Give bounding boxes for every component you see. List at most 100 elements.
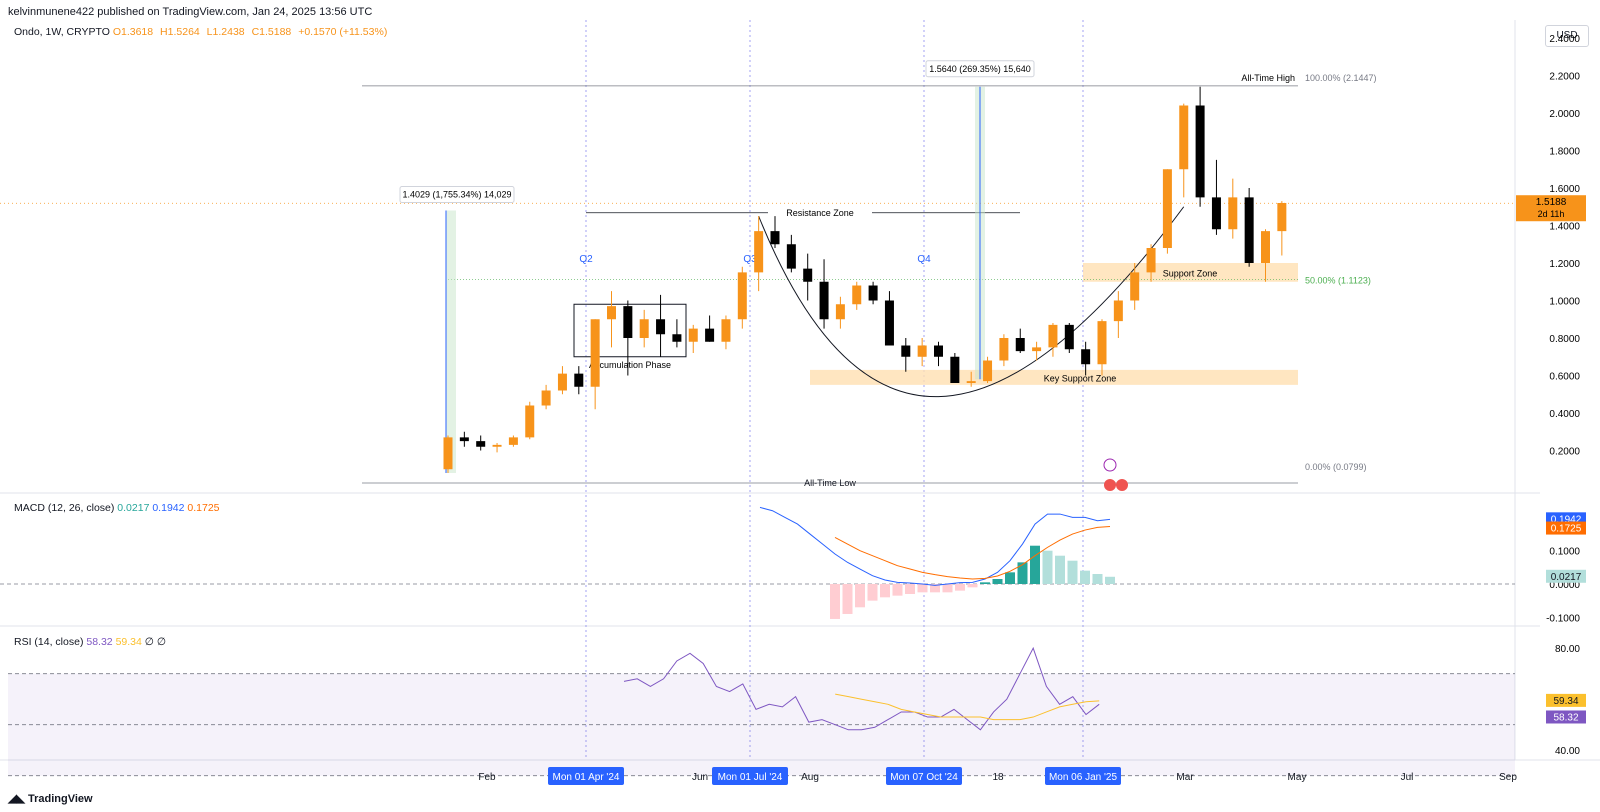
candle-body	[1048, 324, 1058, 348]
candle-body	[835, 304, 845, 320]
macd-label: MACD (12, 26, close)	[14, 502, 115, 514]
candle-body	[1113, 300, 1123, 322]
resistance-label: Resistance Zone	[786, 208, 854, 218]
time-axis-label: 18	[992, 772, 1004, 783]
candle-body	[574, 373, 584, 387]
candle-body	[1195, 105, 1205, 198]
accumulation-label: Accumulation Phase	[589, 360, 671, 370]
ath-label: All-Time High	[1241, 73, 1295, 83]
macd-value-tag	[1546, 512, 1586, 526]
close-value: C1.5188	[251, 26, 292, 38]
candle-body	[1130, 272, 1140, 301]
macd-tick: 0.0000	[1549, 580, 1580, 591]
rsi-ma-line	[835, 693, 1100, 721]
macd-hist-bar	[880, 584, 890, 598]
macd-legend: MACD (12, 26, close) 0.0217 0.1942 0.172…	[14, 502, 220, 514]
measure2-label: 1.5640 (269.35%) 15,640	[929, 64, 1031, 74]
macd-hist-bar	[842, 584, 853, 614]
candle-body	[508, 437, 518, 445]
candle-body	[1261, 231, 1270, 263]
fib-100-label: 100.00% (2.1447)	[1305, 73, 1377, 83]
key-support-zone-label: Key Support Zone	[1044, 373, 1117, 383]
macd-hist-bar	[1067, 560, 1078, 584]
candle-body	[1162, 169, 1172, 248]
candle-body	[1015, 338, 1025, 352]
candle-body	[786, 244, 796, 269]
rsi-pane	[8, 646, 1515, 777]
rsi-tick: 80.00	[1555, 644, 1580, 655]
macd-hist-bar	[967, 584, 978, 588]
last-price-tag	[1516, 195, 1586, 222]
fib-50-label: 50.00% (1.1123)	[1305, 275, 1371, 285]
candle-body	[459, 437, 469, 442]
macd-signal-line	[834, 526, 1111, 580]
macd-line-value: 0.1942	[152, 502, 185, 514]
candle-body	[476, 441, 486, 447]
candle-body	[917, 345, 927, 357]
candle-body	[1032, 347, 1042, 352]
support-zone-rect	[1083, 263, 1298, 282]
quarter-label-q2: Q2	[579, 254, 593, 265]
macd-hist-bar	[1017, 562, 1028, 584]
candle-body	[803, 268, 813, 282]
candle-body	[705, 328, 715, 342]
candle-body	[525, 405, 535, 438]
macd-hist-bar	[917, 584, 928, 593]
candle-body	[1228, 197, 1238, 230]
candle-body	[1081, 349, 1091, 365]
currency-button[interactable]: USD	[1545, 25, 1589, 47]
macd-hist-bar	[1055, 555, 1065, 584]
tv-logo-icon: ◢◣	[8, 793, 28, 805]
rsi-ma-tag-text: 59.34	[1553, 696, 1578, 707]
candle-body	[1179, 105, 1189, 170]
macd-hist-bar	[855, 584, 865, 608]
atl-label: All-Time Low	[804, 478, 856, 488]
rsi-empty-2: ∅	[156, 636, 167, 648]
measure1-label-bg	[399, 186, 515, 203]
countdown-text: 2d 11h	[1538, 209, 1565, 219]
macd-line	[759, 506, 1111, 586]
macd-value-tag-text: 0.1942	[1551, 514, 1582, 525]
price-tick: 1.6000	[1549, 184, 1580, 195]
candle-body	[623, 306, 633, 338]
macd-hist-bar	[1080, 570, 1090, 584]
time-axis-label: Mon 01 Apr '24	[553, 772, 620, 783]
candle-body	[443, 437, 453, 470]
time-axis-label: Feb	[478, 772, 496, 783]
price-pane: Support Zone Key Support Zone All-Time Hig…	[362, 60, 1377, 491]
rsi-ma-tag	[1546, 693, 1586, 707]
fib-0-label: 0.00% (0.0799)	[1305, 462, 1367, 472]
macd-hist-bar	[942, 584, 953, 593]
candle-body	[590, 319, 600, 387]
candle-body	[1277, 203, 1287, 232]
macd-hist-bar	[992, 579, 1003, 584]
candle-body	[1211, 197, 1221, 230]
macd-hist-bar	[1042, 550, 1053, 584]
candle-body	[492, 444, 502, 447]
macd-hist-bar	[1030, 545, 1040, 584]
time-axis-label: Mar	[1176, 772, 1194, 783]
rsi-legend: RSI (14, close) 58.32 59.34 ∅ ∅	[14, 636, 166, 648]
rsi-tag	[1546, 710, 1586, 724]
measure2-label-bg	[925, 60, 1035, 78]
candle-body	[721, 319, 731, 342]
macd-pane	[0, 506, 1515, 619]
rsi-value: 58.32	[86, 636, 113, 648]
candle-body	[672, 334, 682, 342]
measure2-rect	[975, 86, 985, 380]
macd-hist-bar	[830, 584, 840, 619]
time-axis-label: Jun	[692, 772, 708, 783]
candle-body	[884, 300, 894, 346]
price-tick: 0.6000	[1549, 372, 1580, 383]
symbol-name: Ondo, 1W, CRYPTO	[14, 26, 110, 38]
price-tick: 1.8000	[1549, 147, 1580, 158]
cup-curve	[758, 206, 1185, 398]
time-axis-highlight	[886, 767, 962, 785]
candle-body	[1146, 248, 1156, 273]
quarter-label-q4: Q4	[917, 254, 931, 265]
open-value: O1.3618	[112, 26, 154, 38]
measure1-rect	[446, 210, 456, 473]
time-axis-label: Mon 01 Jul '24	[718, 772, 783, 783]
time-axis-highlight	[548, 767, 624, 785]
